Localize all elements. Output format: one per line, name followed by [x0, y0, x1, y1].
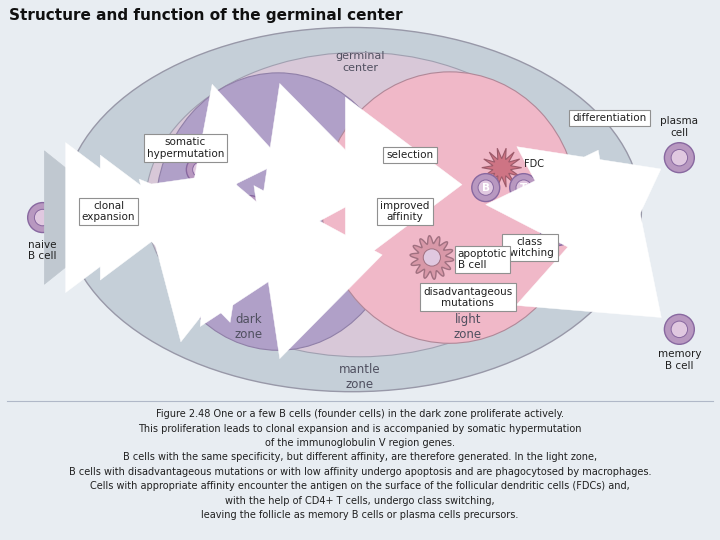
- Ellipse shape: [63, 28, 642, 392]
- Circle shape: [202, 254, 218, 269]
- Circle shape: [472, 174, 500, 201]
- Circle shape: [286, 207, 314, 235]
- Circle shape: [671, 321, 688, 338]
- Text: class
switching: class switching: [505, 237, 554, 258]
- Circle shape: [35, 210, 51, 226]
- Circle shape: [193, 207, 208, 222]
- Text: plasma
cell: plasma cell: [660, 116, 698, 138]
- Polygon shape: [410, 235, 454, 279]
- Circle shape: [236, 195, 264, 224]
- Circle shape: [665, 143, 694, 173]
- Circle shape: [516, 180, 531, 195]
- Ellipse shape: [156, 73, 401, 350]
- Text: disadvantageous
mutations: disadvantageous mutations: [423, 287, 513, 308]
- Text: T: T: [520, 183, 527, 193]
- Circle shape: [292, 214, 308, 230]
- Circle shape: [298, 270, 314, 285]
- Circle shape: [548, 218, 567, 238]
- Circle shape: [478, 180, 493, 195]
- Text: FDC: FDC: [523, 159, 544, 168]
- Polygon shape: [482, 148, 522, 187]
- Circle shape: [234, 134, 262, 161]
- Circle shape: [282, 148, 310, 176]
- Text: B: B: [482, 183, 490, 193]
- Text: differentiation: differentiation: [572, 113, 647, 123]
- Text: Figure 2.48 One or a few B cells (founder cells) in the dark zone proliferate ac: Figure 2.48 One or a few B cells (founde…: [68, 409, 652, 520]
- Text: naive
B cell: naive B cell: [28, 240, 57, 261]
- Circle shape: [292, 264, 320, 292]
- Text: apoptotic
B cell: apoptotic B cell: [458, 249, 507, 271]
- Text: dark
zone: dark zone: [234, 313, 262, 341]
- Text: Structure and function of the germinal center: Structure and function of the germinal c…: [9, 8, 402, 23]
- Circle shape: [186, 156, 215, 184]
- Circle shape: [665, 314, 694, 345]
- Circle shape: [27, 202, 58, 233]
- Ellipse shape: [322, 72, 577, 343]
- Text: light
zone: light zone: [454, 313, 482, 341]
- Circle shape: [289, 154, 304, 170]
- Circle shape: [423, 249, 441, 266]
- Text: somatic
hypermutation: somatic hypermutation: [147, 137, 224, 159]
- Text: mantle
zone: mantle zone: [339, 363, 381, 392]
- Circle shape: [539, 210, 575, 246]
- Circle shape: [240, 140, 256, 156]
- Text: improved
affinity: improved affinity: [380, 201, 430, 222]
- Text: clonal
expansion: clonal expansion: [82, 201, 135, 222]
- Text: selection: selection: [387, 150, 433, 160]
- Circle shape: [193, 162, 208, 177]
- Circle shape: [510, 174, 538, 201]
- Circle shape: [186, 200, 215, 228]
- Text: germinal
center: germinal center: [336, 51, 384, 73]
- Circle shape: [246, 255, 274, 284]
- Circle shape: [671, 150, 688, 166]
- Circle shape: [197, 247, 224, 275]
- Circle shape: [243, 202, 258, 217]
- Ellipse shape: [145, 52, 575, 357]
- Text: memory
B cell: memory B cell: [657, 349, 701, 371]
- Circle shape: [253, 262, 268, 277]
